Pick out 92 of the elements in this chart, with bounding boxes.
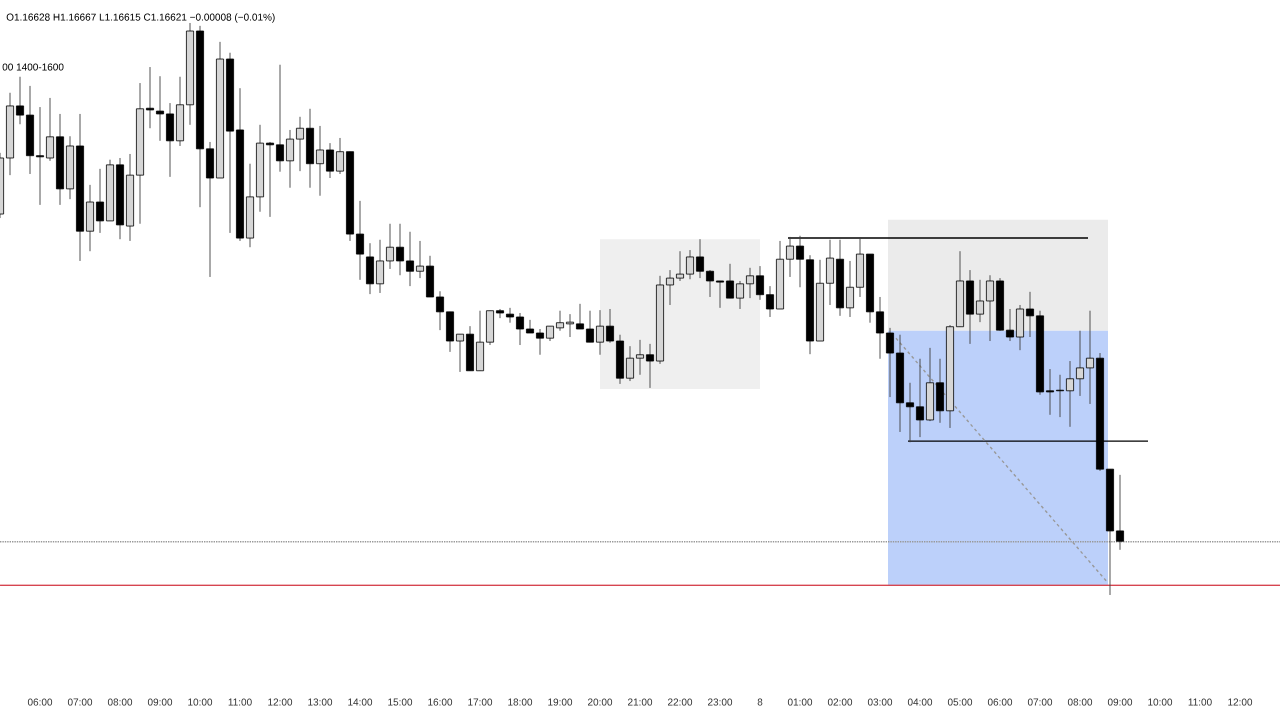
candlestick (526, 319, 535, 334)
candlestick (326, 142, 335, 179)
candlestick (986, 274, 994, 342)
x-tick-label: 08:00 (1067, 698, 1093, 706)
candlestick (756, 265, 765, 301)
x-tick-label: 01:00 (787, 698, 813, 706)
candlestick (356, 200, 365, 281)
candlestick (556, 310, 565, 332)
candlestick (576, 303, 585, 330)
candlestick (96, 168, 105, 234)
candlestick (726, 263, 734, 299)
candlestick (496, 308, 505, 319)
candlestick (736, 280, 745, 310)
candlestick (416, 240, 425, 279)
candlestick (336, 137, 345, 175)
x-tick-label: 09:00 (1107, 698, 1133, 706)
x-tick-label: 23:00 (708, 698, 733, 706)
candlestick (156, 75, 165, 142)
candlestick (976, 279, 984, 323)
x-tick-label: 22:00 (668, 698, 693, 706)
x-tick-label: 21:00 (628, 698, 653, 706)
candlestick (396, 223, 405, 276)
x-tick-label: 15:00 (388, 698, 413, 706)
candlestick (16, 76, 25, 125)
candlestick (916, 358, 924, 438)
x-tick-label: 10:00 (188, 698, 213, 706)
candlestick (846, 260, 855, 318)
candlestick (536, 328, 545, 356)
candlestick (436, 290, 445, 331)
candlestick (706, 269, 714, 298)
x-tick-label: 07:00 (1027, 698, 1053, 706)
x-tick-label: 11:00 (1188, 698, 1212, 706)
x-tick-label: 12:00 (1228, 698, 1253, 706)
candlestick (686, 249, 694, 280)
candlestick (1076, 330, 1084, 397)
candlestick (636, 339, 645, 376)
candlestick (886, 327, 895, 398)
text: O1.16628 H1.16667 L1.16615 C1.16621 −0.00008 (−0.01%) (6, 13, 275, 23)
x-tick-label: 04:00 (907, 698, 933, 706)
candlestick (626, 345, 635, 382)
candlestick (666, 269, 674, 306)
x-tick-label: 08:00 (107, 698, 133, 706)
candlestick (386, 223, 395, 270)
candlestick (606, 308, 615, 344)
candlestick (1046, 368, 1054, 416)
candlestick (36, 106, 45, 206)
x-tick-label: 03:00 (867, 698, 893, 706)
x-tick-label: 17:00 (468, 698, 493, 706)
candlestick (586, 310, 595, 343)
candlestick (646, 343, 655, 389)
x-tick-label: 02:00 (827, 698, 853, 706)
candlestick (506, 307, 515, 324)
candlestick (46, 97, 55, 162)
candlestick (696, 238, 705, 279)
x-tick-label: 16:00 (428, 698, 453, 706)
annotation: 00 1400-1600 (2, 63, 64, 71)
candlestick (456, 333, 465, 373)
candlestick (1116, 474, 1124, 551)
x-tick-label: 8 (757, 698, 763, 706)
candlestick (1066, 360, 1074, 428)
candlestick (1006, 308, 1014, 342)
x-tick-label: 19:00 (548, 698, 573, 706)
x-tick-label: 07:00 (67, 698, 93, 706)
x-tick-label: 18:00 (508, 698, 533, 706)
candlestick (316, 125, 325, 197)
x-tick-label: 06:00 (27, 698, 53, 706)
x-tick-label: 11:00 (228, 698, 252, 706)
x-tick-label: 20:00 (588, 698, 613, 706)
x-tick-label: 14:00 (348, 698, 373, 706)
candlestick (746, 267, 754, 299)
candlestick (766, 285, 775, 318)
x-tick-label: 09:00 (147, 698, 173, 706)
x-tick-label: 12:00 (268, 698, 293, 706)
candlestick (566, 313, 575, 338)
candlestick (146, 66, 155, 129)
candlestick (406, 231, 415, 287)
candlestick (716, 280, 725, 309)
candlestick (376, 239, 385, 294)
candlestick (1026, 291, 1034, 338)
x-tick-label: 05:00 (947, 698, 973, 706)
x-tick-label: 06:00 (987, 698, 1013, 706)
candlestick (596, 309, 605, 356)
candlestick (516, 312, 525, 346)
candlestick (676, 250, 685, 282)
candlestick (296, 116, 305, 172)
candlestick (286, 129, 295, 189)
candlestick (876, 296, 884, 360)
candlestick (276, 64, 285, 173)
candlestick (1086, 310, 1094, 405)
candlestick (266, 141, 275, 218)
x-tick-label: 13:00 (308, 698, 333, 706)
x-tick-label: 10:00 (1148, 698, 1173, 706)
